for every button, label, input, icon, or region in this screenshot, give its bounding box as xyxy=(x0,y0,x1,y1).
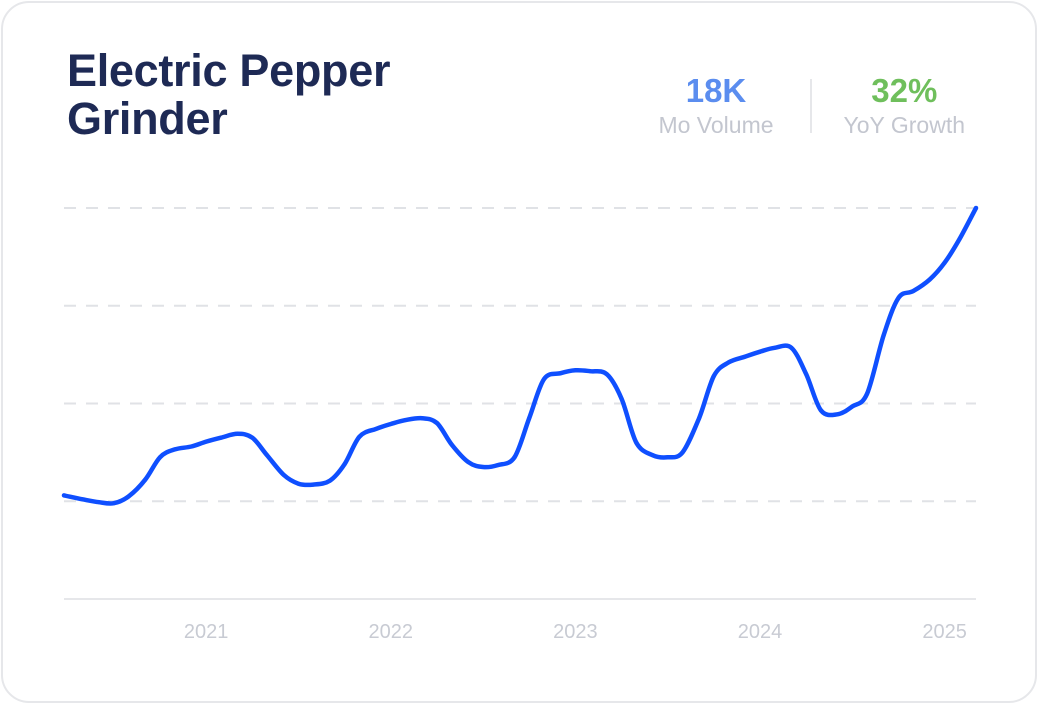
data-point xyxy=(281,472,286,477)
data-point xyxy=(896,295,901,300)
data-point xyxy=(542,377,546,382)
data-point xyxy=(172,447,177,452)
data-point xyxy=(235,431,240,436)
data-point xyxy=(804,372,809,377)
data-point xyxy=(62,493,66,498)
data-point xyxy=(143,477,148,482)
growth-stat: 32% YoY Growth xyxy=(844,71,965,139)
data-point xyxy=(434,421,439,425)
data-point xyxy=(974,206,978,210)
gridlines xyxy=(64,207,976,503)
data-point xyxy=(665,455,670,460)
data-point xyxy=(449,442,454,447)
data-point xyxy=(204,439,209,444)
data-point xyxy=(296,481,301,486)
data-point xyxy=(835,412,840,417)
data-point xyxy=(726,360,731,365)
data-point xyxy=(650,453,655,458)
data-point xyxy=(495,463,500,468)
data-point xyxy=(403,418,408,423)
data-point xyxy=(957,237,962,242)
growth-label: YoY Growth xyxy=(843,112,965,138)
data-point xyxy=(466,460,471,465)
volume-stat: 18K Mo Volume xyxy=(658,71,773,139)
data-point xyxy=(680,450,685,455)
x-tick-label: 2025 xyxy=(922,621,967,643)
data-point xyxy=(527,416,532,421)
data-point xyxy=(818,408,823,413)
volume-label: Mo Volume xyxy=(658,112,774,138)
data-point xyxy=(865,391,870,396)
data-point xyxy=(250,435,255,440)
x-tick-label: 2024 xyxy=(738,621,783,643)
data-point xyxy=(604,372,609,377)
data-point xyxy=(80,497,85,502)
data-point xyxy=(420,416,425,421)
data-point xyxy=(634,440,639,445)
data-point xyxy=(743,354,748,359)
x-tick-label: 2022 xyxy=(369,621,414,643)
data-point xyxy=(111,501,116,506)
data-point xyxy=(97,500,102,505)
x-tick-label: 2023 xyxy=(553,621,598,643)
stats-divider xyxy=(809,79,812,133)
data-point xyxy=(311,482,316,487)
data-point xyxy=(881,333,886,338)
data-point xyxy=(911,289,916,294)
data-point xyxy=(711,374,716,379)
volume-value: 18K xyxy=(685,72,747,109)
data-point xyxy=(265,453,270,458)
data-point xyxy=(558,371,563,376)
data-point xyxy=(573,368,578,373)
data-point xyxy=(218,435,223,440)
data-point xyxy=(588,369,593,374)
data-point xyxy=(850,404,855,409)
data-point xyxy=(327,478,332,483)
data-point xyxy=(927,277,932,282)
x-tick-label: 2021 xyxy=(184,621,229,643)
data-point xyxy=(374,426,378,431)
data-point xyxy=(126,494,131,499)
chart-title: Electric Pepper Grinder xyxy=(67,45,391,144)
data-point xyxy=(619,396,624,401)
data-point xyxy=(512,455,517,460)
data-point xyxy=(357,434,362,439)
data-point xyxy=(758,349,762,354)
data-point xyxy=(942,260,947,265)
data-point xyxy=(789,345,794,350)
data-point xyxy=(342,462,347,467)
data-point xyxy=(388,422,393,426)
data-point xyxy=(481,465,486,469)
growth-value: 32% xyxy=(871,72,938,109)
data-point xyxy=(189,444,194,449)
data-point xyxy=(772,345,777,350)
stats-panel: 18K Mo Volume 32% YoY Growth xyxy=(658,71,965,139)
x-axis-ticks: 2021 2022 2023 2024 2025 xyxy=(184,621,967,643)
data-point xyxy=(697,416,702,421)
data-point xyxy=(158,455,162,460)
series-layer xyxy=(61,205,979,506)
series-line-1 xyxy=(61,205,979,506)
